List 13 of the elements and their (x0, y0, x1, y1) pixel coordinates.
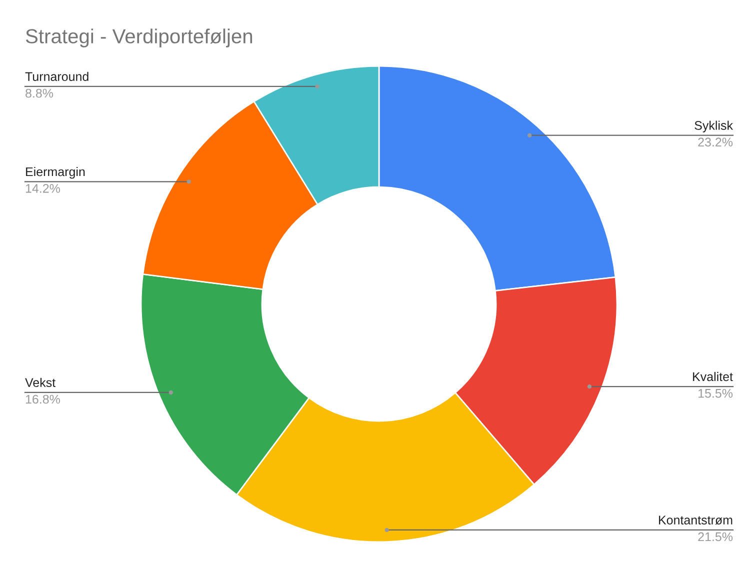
slice-label: Vekst (25, 378, 56, 388)
slice-label: Eiermargin (26, 167, 85, 179)
data-label: 23.2% (698, 138, 733, 147)
data-label: 14.2% (26, 184, 60, 193)
data-label: 8.8% (26, 88, 54, 98)
data-label: 16.8% (26, 394, 60, 404)
slice-label: Kvalitet (693, 372, 733, 382)
slice-label: Syklisk (694, 120, 734, 132)
data-label: 21.5% (698, 532, 733, 542)
slice-label: Kontantstrøm (659, 516, 732, 525)
data-label: 15.5% (698, 388, 733, 398)
slice-label: Turnaround (25, 72, 88, 82)
chart-title: Strategi - Verdiporteføljen (26, 28, 252, 48)
